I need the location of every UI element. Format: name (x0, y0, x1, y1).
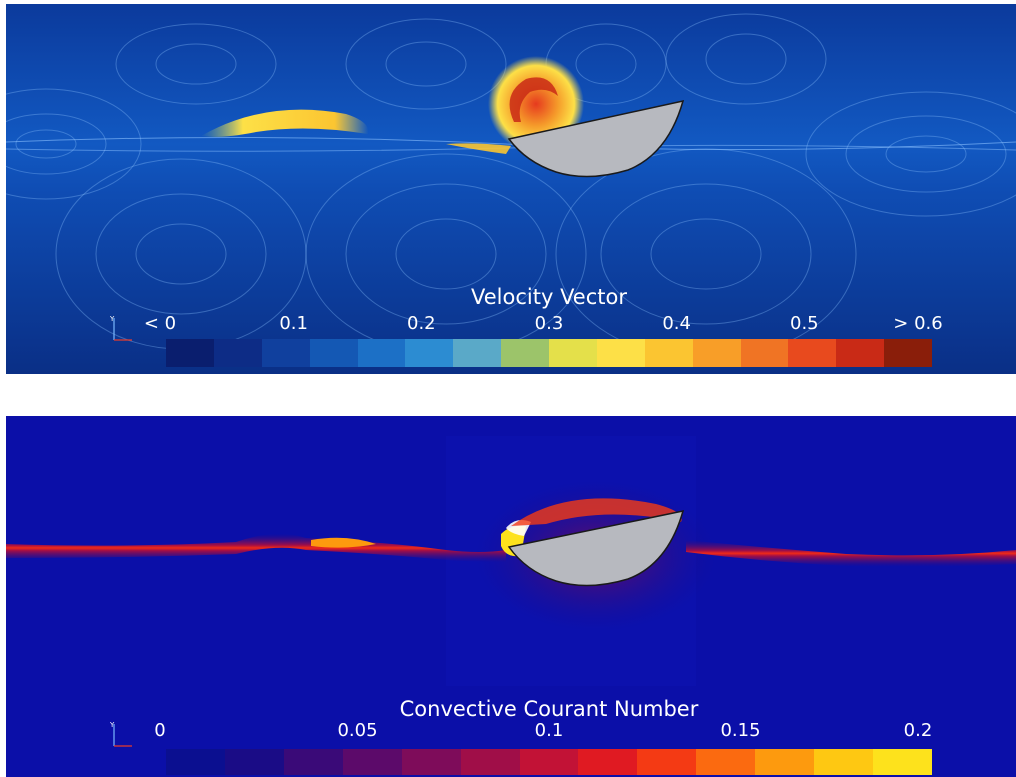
courant-colorbar-title: Convective Courant Number (399, 697, 699, 721)
colorbar-swatch (740, 339, 789, 367)
colorbar-swatch (884, 339, 932, 367)
axes-triad-icon: Y (109, 315, 132, 341)
colorbar-swatch (637, 749, 697, 775)
colorbar-swatch (696, 749, 756, 775)
colorbar-swatch (873, 749, 932, 775)
colorbar-tick-label: 0.1 (279, 313, 308, 334)
colorbar-swatch (224, 749, 284, 775)
colorbar-swatch (309, 339, 358, 367)
velocity-panel: Velocity Vector < 0 0.1 0.2 0.3 0.4 0.5 > 0.6 … (6, 4, 1016, 374)
courant-panel: Convective Courant Number 0 0.05 0.1 0.15 0.… (6, 416, 1016, 777)
colorbar-tick-label: 0.1 (534, 720, 564, 741)
colorbar-swatch (692, 339, 741, 367)
colorbar-tick-label: 0.2 (407, 313, 436, 334)
courant-band-left (6, 533, 506, 562)
axes-triad-icon: Y (109, 721, 132, 747)
colorbar-tick-label: > 0.6 (893, 313, 943, 334)
colorbar-swatch (460, 749, 520, 775)
wake-streak (201, 109, 369, 137)
colorbar-swatch (166, 749, 225, 775)
colorbar-swatch (213, 339, 262, 367)
velocity-colorbar-title: Velocity Vector (471, 285, 627, 309)
colorbar-tick-label: 0.15 (720, 720, 761, 741)
colorbar-swatch (836, 339, 885, 367)
colorbar-swatch (596, 339, 645, 367)
colorbar-swatch (283, 749, 343, 775)
svg-text:Y: Y (109, 721, 115, 729)
velocity-field-image (6, 4, 1016, 374)
colorbar-tick-label: < 0 (143, 313, 177, 334)
colorbar-swatch (261, 339, 310, 367)
colorbar-tick-label: 0.05 (337, 720, 378, 741)
velocity-colorbar (166, 339, 932, 367)
colorbar-tick-label: 0.2 (903, 720, 933, 741)
colorbar-swatch (401, 749, 461, 775)
colorbar-swatch (644, 339, 693, 367)
courant-body (507, 510, 685, 587)
colorbar-swatch (814, 749, 874, 775)
courant-colorbar (166, 749, 932, 775)
colorbar-swatch (578, 749, 638, 775)
svg-text:Y: Y (109, 315, 115, 323)
colorbar-swatch (549, 339, 597, 367)
colorbar-swatch (453, 339, 502, 367)
colorbar-swatch (788, 339, 837, 367)
courant-band-right (686, 540, 1016, 567)
colorbar-tick-label: 0.3 (534, 313, 564, 334)
streamlines (6, 13, 1016, 360)
colorbar-swatch (501, 339, 549, 367)
colorbar-swatch (519, 749, 579, 775)
colorbar-tick-label: 0.4 (662, 313, 691, 334)
courant-field-image (6, 416, 1016, 777)
colorbar-swatch (357, 339, 406, 367)
colorbar-tick-label: 0 (154, 720, 166, 741)
colorbar-swatch (166, 339, 214, 367)
colorbar-swatch (405, 339, 454, 367)
colorbar-swatch (342, 749, 402, 775)
colorbar-swatch (755, 749, 815, 775)
velocity-body (507, 100, 685, 178)
colorbar-tick-label: 0.5 (790, 313, 819, 334)
